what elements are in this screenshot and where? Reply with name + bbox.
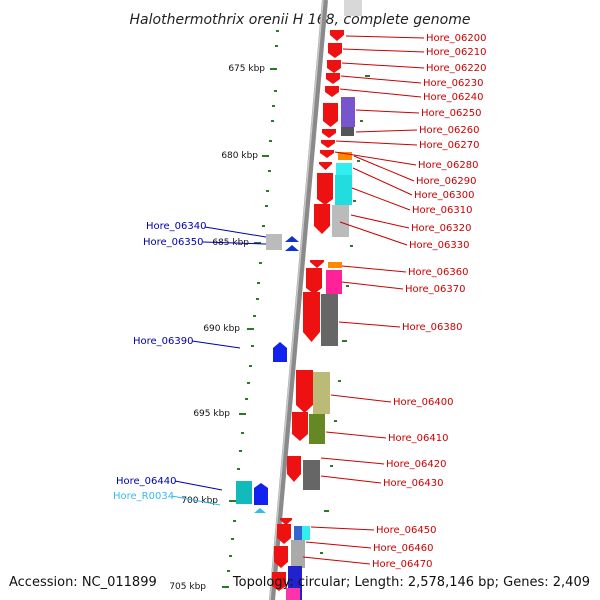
gene-label: Hore_06450 (376, 525, 437, 536)
forward-feature-blocks (286, 0, 362, 600)
genome-summary-text: Topology: circular; Length: 2,578,146 bp… (232, 575, 590, 590)
gene-label: Hore_06340 (146, 221, 207, 232)
gene-label: Hore_06390 (133, 336, 194, 347)
genome-backbone-highlight (269, 0, 324, 600)
gene-label: Hore_06250 (421, 108, 482, 119)
map-title: Halothermothrix orenii H 168, complete g… (130, 12, 471, 28)
reverse-genes (236, 234, 299, 513)
gene-label: Hore_06430 (383, 478, 444, 489)
gene-label: Hore_06410 (388, 433, 449, 444)
kbp-ticks (222, 68, 277, 588)
gene-label: Hore_06230 (423, 78, 484, 89)
genome-backbone (269, 0, 328, 600)
rna-label: Hore_R0034 (113, 491, 174, 502)
gene-label: Hore_06310 (412, 205, 473, 216)
kbp-label: 675 kbp (228, 64, 265, 74)
gene-label: Hore_06470 (372, 559, 433, 570)
kbp-label: 680 kbp (221, 151, 258, 161)
right-tick-guide (320, 75, 370, 554)
left-leaders (171, 226, 267, 506)
gene-label: Hore_06300 (414, 190, 475, 201)
right-labels: Hore_06200 Hore_06210 Hore_06220 Hore_06… (372, 33, 487, 570)
gene-label: Hore_06210 (426, 47, 487, 58)
gene-label: Hore_06220 (426, 63, 487, 74)
gene-label: Hore_06320 (411, 223, 472, 234)
gene-label: Hore_06350 (143, 237, 204, 248)
gene-label: Hore_06240 (423, 92, 484, 103)
gene-label: Hore_06280 (418, 160, 479, 171)
kbp-label: 690 kbp (203, 324, 240, 334)
gene-label: Hore_06360 (408, 267, 469, 278)
forward-genes (272, 30, 344, 591)
accession-text: Accession: NC_011899 (9, 575, 157, 590)
kbp-label: 695 kbp (193, 409, 230, 419)
gene-label: Hore_06420 (386, 459, 447, 470)
kbp-label: 705 kbp (169, 582, 206, 592)
gene-label: Hore_06290 (416, 176, 477, 187)
gene-label: Hore_06370 (405, 284, 466, 295)
gene-label: Hore_06270 (419, 140, 480, 151)
gene-label: Hore_06460 (373, 543, 434, 554)
right-leaders (302, 35, 425, 565)
gene-label: Hore_06400 (393, 397, 454, 408)
left-labels: Hore_06340 Hore_06350 Hore_06390 Hore_06… (113, 221, 207, 502)
gene-label: Hore_06200 (426, 33, 487, 44)
left-tick-guide (227, 30, 279, 572)
gene-label: Hore_06440 (116, 476, 177, 487)
gene-label: Hore_06260 (419, 125, 480, 136)
gene-label: Hore_06380 (402, 322, 463, 333)
gene-label: Hore_06330 (409, 240, 470, 251)
